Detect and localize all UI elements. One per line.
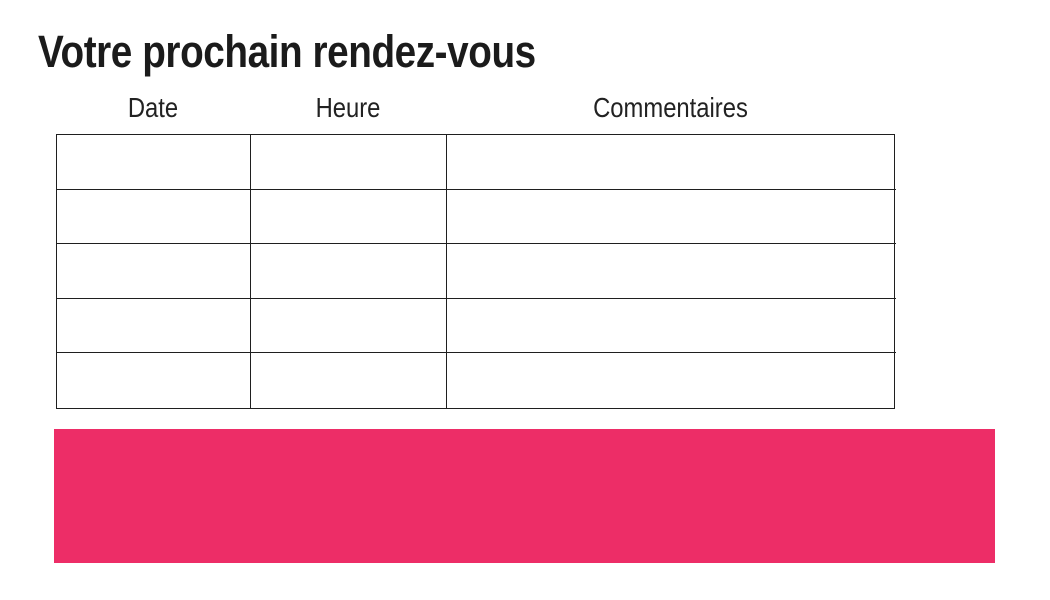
table-cell [57,298,251,354]
pink-banner [54,429,995,563]
table-cell [447,299,896,354]
table-cell [251,189,447,245]
table-cell [251,353,447,408]
table-cell [447,353,896,408]
column-header-heure: Heure [315,92,381,123]
table-cell [57,244,251,299]
page-title: Votre prochain rendez-vous [38,26,536,77]
table-cell [251,135,447,190]
table-cell [447,244,896,299]
table-cell [447,190,896,245]
column-header-date: Date [127,92,179,123]
table-cell [251,298,447,354]
table-cell [57,353,251,408]
table-cell [57,135,251,190]
appointments-table [56,134,896,409]
table-cell [447,135,896,190]
column-header-commentaires: Commentaires [593,92,748,123]
table-cell [251,244,447,299]
table-cell [57,189,251,245]
table-header-row: Date Heure Commentaires [56,92,895,124]
